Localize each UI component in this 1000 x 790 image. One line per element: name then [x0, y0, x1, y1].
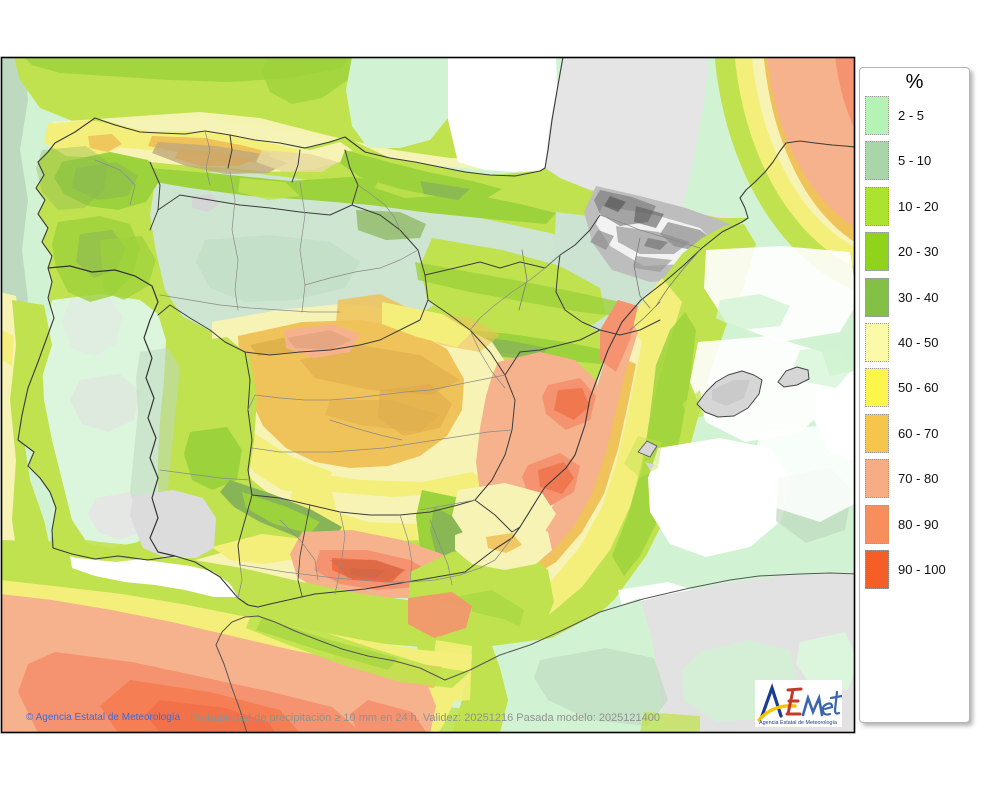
svg-text:Agencia Estatal de Meteorologí: Agencia Estatal de Meteorología [759, 720, 837, 726]
